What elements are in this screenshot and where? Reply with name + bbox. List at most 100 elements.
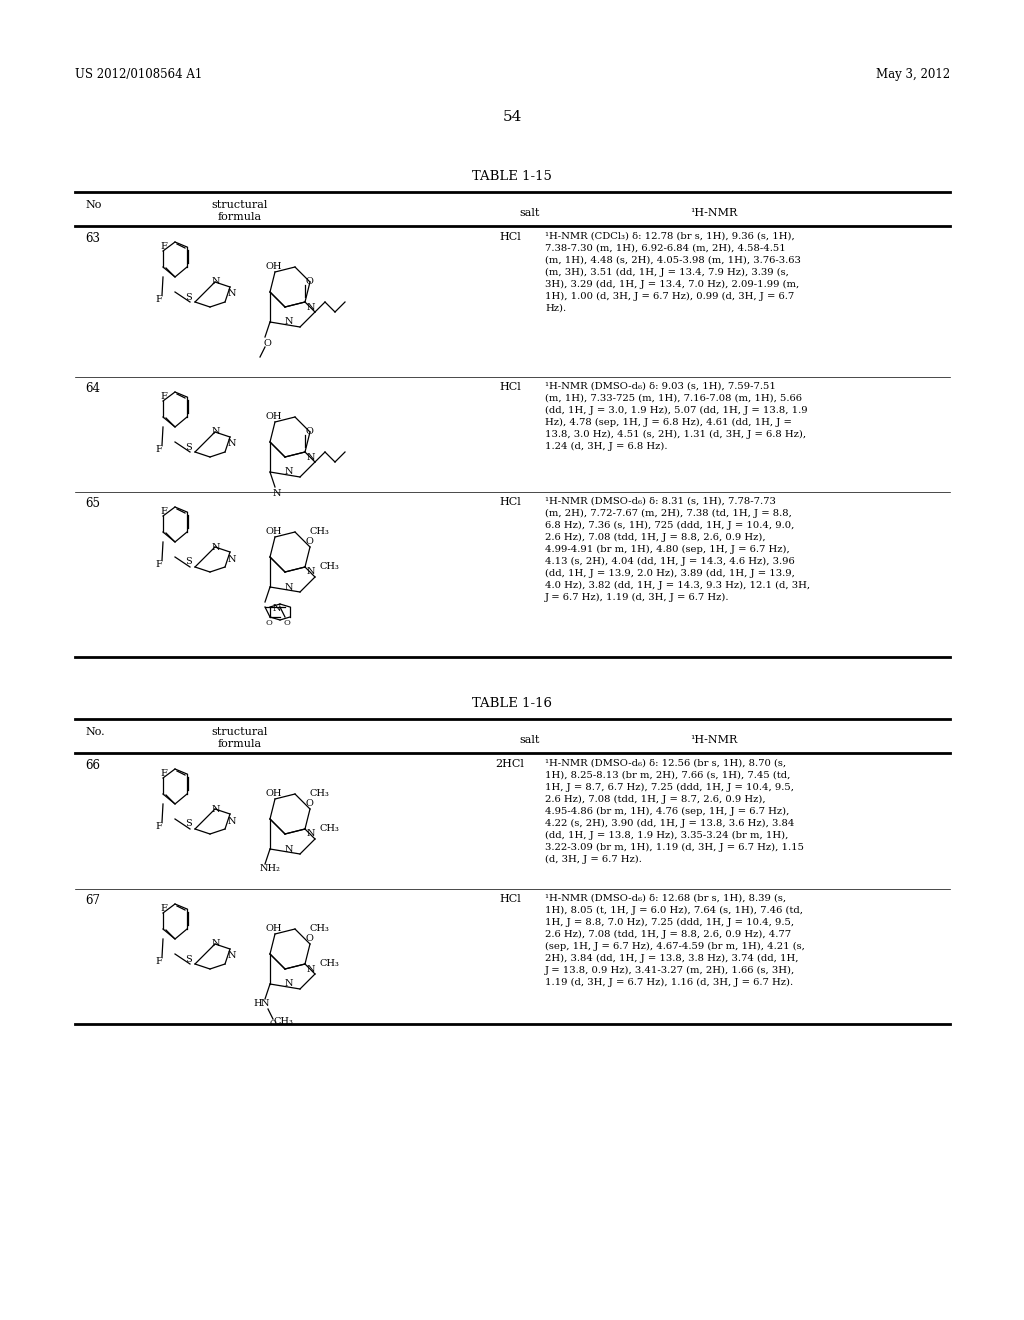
Text: ¹H-NMR: ¹H-NMR — [690, 209, 737, 218]
Text: 7.38-7.30 (m, 1H), 6.92-6.84 (m, 2H), 4.58-4.51: 7.38-7.30 (m, 1H), 6.92-6.84 (m, 2H), 4.… — [545, 244, 785, 253]
Text: 1H), 1.00 (d, 3H, J = 6.7 Hz), 0.99 (d, 3H, J = 6.7: 1H), 1.00 (d, 3H, J = 6.7 Hz), 0.99 (d, … — [545, 292, 795, 301]
Text: 4.0 Hz), 3.82 (dd, 1H, J = 14.3, 9.3 Hz), 12.1 (d, 3H,: 4.0 Hz), 3.82 (dd, 1H, J = 14.3, 9.3 Hz)… — [545, 581, 810, 590]
Text: O: O — [265, 619, 272, 627]
Text: HCl: HCl — [499, 381, 521, 392]
Text: structural: structural — [212, 201, 268, 210]
Text: F: F — [155, 445, 162, 454]
Text: (d, 3H, J = 6.7 Hz).: (d, 3H, J = 6.7 Hz). — [545, 855, 642, 865]
Text: ¹H-NMR (DMSO-d₆) δ: 12.56 (br s, 1H), 8.70 (s,: ¹H-NMR (DMSO-d₆) δ: 12.56 (br s, 1H), 8.… — [545, 759, 786, 768]
Text: N: N — [228, 952, 237, 961]
Text: (dd, 1H, J = 3.0, 1.9 Hz), 5.07 (dd, 1H, J = 13.8, 1.9: (dd, 1H, J = 3.0, 1.9 Hz), 5.07 (dd, 1H,… — [545, 407, 808, 414]
Text: F: F — [155, 822, 162, 832]
Text: O: O — [305, 426, 313, 436]
Text: salt: salt — [520, 209, 541, 218]
Text: 67: 67 — [85, 894, 100, 907]
Text: S: S — [185, 293, 191, 301]
Text: F: F — [155, 560, 162, 569]
Text: N: N — [307, 965, 315, 974]
Text: HCl: HCl — [499, 894, 521, 904]
Text: ¹H-NMR (DMSO-d₆) δ: 12.68 (br s, 1H), 8.39 (s,: ¹H-NMR (DMSO-d₆) δ: 12.68 (br s, 1H), 8.… — [545, 894, 786, 903]
Text: H: H — [253, 999, 261, 1008]
Text: salt: salt — [520, 735, 541, 744]
Text: N: N — [273, 488, 282, 498]
Text: N: N — [285, 318, 294, 326]
Text: 1H, J = 8.7, 6.7 Hz), 7.25 (ddd, 1H, J = 10.4, 9.5,: 1H, J = 8.7, 6.7 Hz), 7.25 (ddd, 1H, J =… — [545, 783, 794, 792]
Text: 1H, J = 8.8, 7.0 Hz), 7.25 (ddd, 1H, J = 10.4, 9.5,: 1H, J = 8.8, 7.0 Hz), 7.25 (ddd, 1H, J =… — [545, 917, 795, 927]
Text: N: N — [228, 440, 237, 449]
Text: 1H), 8.05 (t, 1H, J = 6.0 Hz), 7.64 (s, 1H), 7.46 (td,: 1H), 8.05 (t, 1H, J = 6.0 Hz), 7.64 (s, … — [545, 906, 803, 915]
Text: N: N — [307, 568, 315, 577]
Text: HCl: HCl — [499, 498, 521, 507]
Text: 3H), 3.29 (dd, 1H, J = 13.4, 7.0 Hz), 2.09-1.99 (m,: 3H), 3.29 (dd, 1H, J = 13.4, 7.0 Hz), 2.… — [545, 280, 800, 289]
Text: N: N — [285, 979, 294, 989]
Text: No: No — [85, 201, 101, 210]
Text: J = 13.8, 0.9 Hz), 3.41-3.27 (m, 2H), 1.66 (s, 3H),: J = 13.8, 0.9 Hz), 3.41-3.27 (m, 2H), 1.… — [545, 966, 796, 975]
Text: TABLE 1-15: TABLE 1-15 — [472, 170, 552, 183]
Text: O: O — [305, 277, 313, 286]
Text: N: N — [285, 845, 294, 854]
Text: 2H), 3.84 (dd, 1H, J = 13.8, 3.8 Hz), 3.74 (dd, 1H,: 2H), 3.84 (dd, 1H, J = 13.8, 3.8 Hz), 3.… — [545, 954, 799, 964]
Text: N: N — [307, 302, 315, 312]
Text: N: N — [228, 554, 237, 564]
Text: 4.13 (s, 2H), 4.04 (dd, 1H, J = 14.3, 4.6 Hz), 3.96: 4.13 (s, 2H), 4.04 (dd, 1H, J = 14.3, 4.… — [545, 557, 795, 566]
Text: 13.8, 3.0 Hz), 4.51 (s, 2H), 1.31 (d, 3H, J = 6.8 Hz),: 13.8, 3.0 Hz), 4.51 (s, 2H), 1.31 (d, 3H… — [545, 430, 806, 440]
Text: Hz), 4.78 (sep, 1H, J = 6.8 Hz), 4.61 (dd, 1H, J =: Hz), 4.78 (sep, 1H, J = 6.8 Hz), 4.61 (d… — [545, 418, 792, 428]
Text: F: F — [155, 294, 162, 304]
Text: (sep, 1H, J = 6.7 Hz), 4.67-4.59 (br m, 1H), 4.21 (s,: (sep, 1H, J = 6.7 Hz), 4.67-4.59 (br m, … — [545, 942, 805, 952]
Text: Hz).: Hz). — [545, 304, 566, 313]
Text: N: N — [261, 999, 269, 1008]
Text: F: F — [160, 770, 167, 777]
Text: CH₃: CH₃ — [319, 960, 340, 968]
Text: S: S — [185, 442, 191, 451]
Text: S: S — [185, 557, 191, 566]
Text: 4.22 (s, 2H), 3.90 (dd, 1H, J = 13.8, 3.6 Hz), 3.84: 4.22 (s, 2H), 3.90 (dd, 1H, J = 13.8, 3.… — [545, 818, 795, 828]
Text: CH₃: CH₃ — [319, 562, 340, 572]
Text: CH₃: CH₃ — [310, 924, 330, 933]
Text: O: O — [263, 339, 271, 348]
Text: N: N — [228, 289, 237, 298]
Text: No.: No. — [85, 727, 104, 737]
Text: ¹H-NMR (DMSO-d₆) δ: 8.31 (s, 1H), 7.78-7.73: ¹H-NMR (DMSO-d₆) δ: 8.31 (s, 1H), 7.78-7… — [545, 498, 776, 506]
Text: 6.8 Hz), 7.36 (s, 1H), 725 (ddd, 1H, J = 10.4, 9.0,: 6.8 Hz), 7.36 (s, 1H), 725 (ddd, 1H, J =… — [545, 521, 795, 531]
Text: OH: OH — [265, 527, 282, 536]
Text: N: N — [212, 428, 220, 437]
Text: OH: OH — [265, 412, 282, 421]
Text: NH₂: NH₂ — [260, 865, 281, 873]
Text: F: F — [160, 507, 167, 516]
Text: CH₃: CH₃ — [319, 824, 340, 833]
Text: 1H), 8.25-8.13 (br m, 2H), 7.66 (s, 1H), 7.45 (td,: 1H), 8.25-8.13 (br m, 2H), 7.66 (s, 1H),… — [545, 771, 791, 780]
Text: N: N — [212, 543, 220, 552]
Text: 65: 65 — [85, 498, 100, 510]
Text: CH₃: CH₃ — [273, 1016, 293, 1026]
Text: (m, 2H), 7.72-7.67 (m, 2H), 7.38 (td, 1H, J = 8.8,: (m, 2H), 7.72-7.67 (m, 2H), 7.38 (td, 1H… — [545, 510, 792, 519]
Text: [structure 63]: [structure 63] — [281, 298, 340, 306]
Text: formula: formula — [218, 213, 262, 222]
Text: N: N — [228, 817, 237, 825]
Text: N: N — [212, 804, 220, 813]
Text: ¹H-NMR (CDCl₃) δ: 12.78 (br s, 1H), 9.36 (s, 1H),: ¹H-NMR (CDCl₃) δ: 12.78 (br s, 1H), 9.36… — [545, 232, 795, 242]
Text: (dd, 1H, J = 13.8, 1.9 Hz), 3.35-3.24 (br m, 1H),: (dd, 1H, J = 13.8, 1.9 Hz), 3.35-3.24 (b… — [545, 832, 788, 840]
Text: O: O — [305, 537, 313, 546]
Text: N: N — [285, 582, 294, 591]
Text: O: O — [283, 619, 290, 627]
Text: ¹H-NMR (DMSO-d₆) δ: 9.03 (s, 1H), 7.59-7.51: ¹H-NMR (DMSO-d₆) δ: 9.03 (s, 1H), 7.59-7… — [545, 381, 776, 391]
Text: 2.6 Hz), 7.08 (tdd, 1H, J = 8.7, 2.6, 0.9 Hz),: 2.6 Hz), 7.08 (tdd, 1H, J = 8.7, 2.6, 0.… — [545, 795, 766, 804]
Text: 2HCl: 2HCl — [496, 759, 524, 770]
Text: N: N — [285, 467, 294, 477]
Text: (m, 3H), 3.51 (dd, 1H, J = 13.4, 7.9 Hz), 3.39 (s,: (m, 3H), 3.51 (dd, 1H, J = 13.4, 7.9 Hz)… — [545, 268, 788, 277]
Text: formula: formula — [218, 739, 262, 748]
Text: 3.22-3.09 (br m, 1H), 1.19 (d, 3H, J = 6.7 Hz), 1.15: 3.22-3.09 (br m, 1H), 1.19 (d, 3H, J = 6… — [545, 843, 804, 853]
Text: 63: 63 — [85, 232, 100, 246]
Text: 4.95-4.86 (br m, 1H), 4.76 (sep, 1H, J = 6.7 Hz),: 4.95-4.86 (br m, 1H), 4.76 (sep, 1H, J =… — [545, 807, 790, 816]
Text: S: S — [185, 954, 191, 964]
Text: F: F — [160, 242, 167, 251]
Text: F: F — [160, 904, 167, 913]
Text: CH₃: CH₃ — [310, 527, 330, 536]
Text: OH: OH — [265, 924, 282, 933]
Text: 54: 54 — [503, 110, 521, 124]
Text: N: N — [273, 605, 282, 612]
Text: 1.19 (d, 3H, J = 6.7 Hz), 1.16 (d, 3H, J = 6.7 Hz).: 1.19 (d, 3H, J = 6.7 Hz), 1.16 (d, 3H, J… — [545, 978, 794, 987]
Text: 2.6 Hz), 7.08 (tdd, 1H, J = 8.8, 2.6, 0.9 Hz), 4.77: 2.6 Hz), 7.08 (tdd, 1H, J = 8.8, 2.6, 0.… — [545, 931, 792, 939]
Text: ¹H-NMR: ¹H-NMR — [690, 735, 737, 744]
Text: S: S — [185, 820, 191, 829]
